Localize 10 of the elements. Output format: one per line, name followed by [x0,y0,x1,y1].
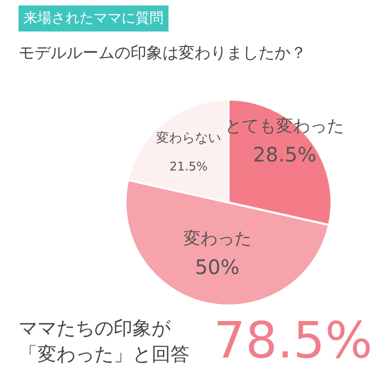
slice-label: 変わった [183,228,252,249]
data-label: 28.5% [252,142,316,166]
chart-subtitle: モデルルームの印象は変わりましたか？ [18,43,306,62]
chart-title: 来場されたママに質問 [24,10,164,26]
slice-label: 変わらない [156,130,222,146]
data-label: 50% [195,254,240,279]
data-label: 21.5% [170,160,208,174]
text: 「変わった」と回答 [18,344,190,366]
text: 78.5% [214,312,373,370]
text: ママたちの印象が [18,318,172,340]
